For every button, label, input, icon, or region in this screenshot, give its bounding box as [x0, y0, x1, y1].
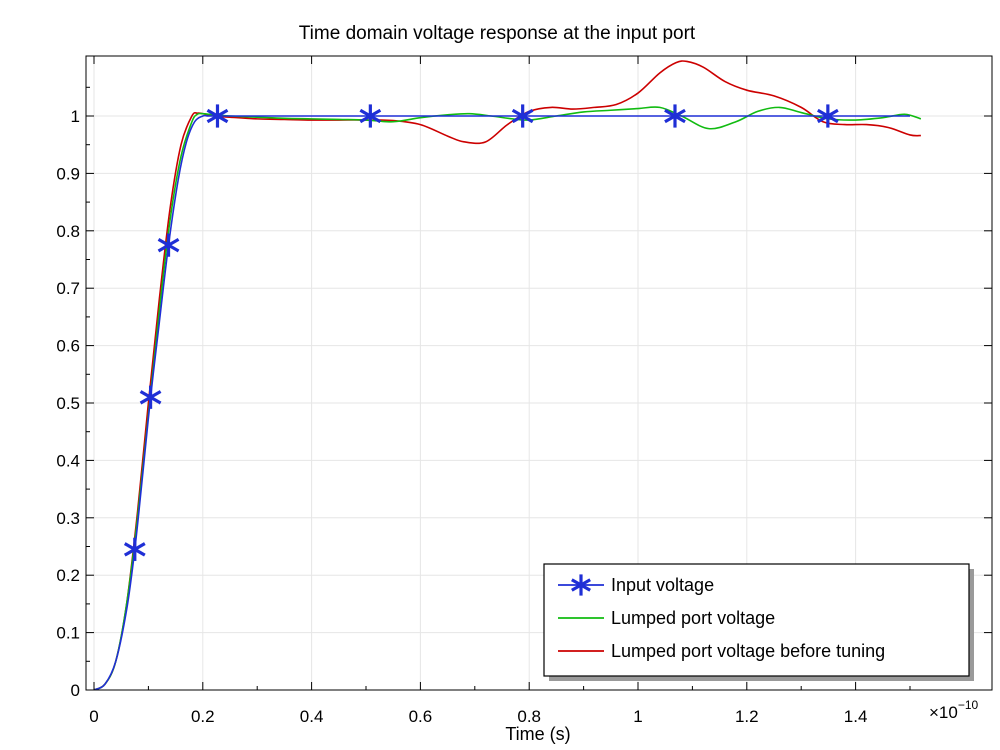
x-tick-label: 0: [89, 707, 98, 726]
series-line-1: [93, 106, 922, 690]
x-tick-label: 0.8: [517, 707, 541, 726]
input-voltage-marker: [206, 104, 229, 128]
y-tick-label: 1: [71, 107, 80, 126]
x-axis-multiplier: ×10−10: [929, 698, 979, 722]
x-tick-label: 0.6: [409, 707, 433, 726]
legend-items: Input voltage Lumped port voltage Lumped p…: [558, 574, 885, 661]
marker-group: [123, 104, 839, 561]
x-tick-label: 1: [633, 707, 642, 726]
y-tick-label: 0.1: [56, 624, 80, 643]
legend-label-0: Input voltage: [611, 575, 714, 595]
y-tick-label: 0.3: [56, 509, 80, 528]
y-tick-label: 0.8: [56, 222, 80, 241]
legend-label-2: Lumped port voltage before tuning: [611, 641, 885, 661]
x-axis-label: Time (s): [505, 724, 570, 744]
input-voltage-marker: [664, 104, 686, 128]
x-axis: 0 0.2 0.4 0.6 0.8 1 1.2 1.4: [89, 56, 911, 726]
y-tick-label: 0.6: [56, 337, 80, 356]
chart-title: Time domain voltage response at the inpu…: [299, 23, 696, 44]
y-axis: 0 0.1 0.2 0.3 0.4 0.5 0.6 0.7 0.8 0.9 1: [56, 86, 992, 700]
input-voltage-marker: [157, 233, 180, 257]
plot-frame: [85, 55, 993, 691]
legend: Input voltage Lumped port voltage Lumped p…: [543, 563, 974, 681]
plot-area: [93, 60, 922, 690]
input-voltage-marker: [359, 104, 382, 128]
legend-label-1: Lumped port voltage: [611, 608, 775, 628]
x-tick-label: 0.4: [300, 707, 324, 726]
x-tick-label: 1.4: [844, 707, 868, 726]
y-tick-label: 0.4: [56, 451, 80, 470]
input-voltage-marker: [139, 385, 162, 409]
y-tick-label: 0: [71, 681, 80, 700]
legend-box: [543, 563, 970, 677]
input-voltage-marker: [511, 104, 534, 128]
y-tick-label: 0.5: [56, 394, 80, 413]
x-tick-label: 1.2: [735, 707, 759, 726]
series-line-0: [93, 114, 910, 690]
series-line-2: [93, 60, 921, 690]
y-tick-label: 0.2: [56, 566, 80, 585]
y-tick-label: 0.9: [56, 164, 80, 183]
series-group: [93, 60, 922, 690]
legend-marker: [571, 574, 591, 596]
input-voltage-marker: [817, 104, 839, 128]
x-tick-label: 0.2: [191, 707, 215, 726]
y-tick-label: 0.7: [56, 279, 80, 298]
input-voltage-marker: [123, 537, 146, 561]
